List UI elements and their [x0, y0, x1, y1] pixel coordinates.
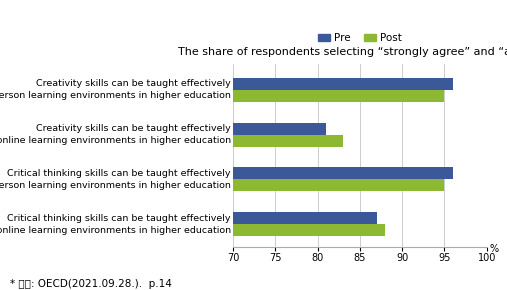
Bar: [233, 167, 453, 180]
Text: * 자료: OECD(2021.09.28.).  p.14: * 자료: OECD(2021.09.28.). p.14: [10, 279, 172, 289]
Bar: [233, 90, 445, 102]
Bar: [233, 224, 385, 236]
Bar: [233, 180, 445, 191]
Bar: [233, 123, 326, 135]
Bar: [233, 78, 453, 90]
Text: Critical thinking skills can be taught effectively
in in-person learning environ: Critical thinking skills can be taught e…: [0, 169, 231, 190]
Bar: [233, 135, 343, 146]
Text: Creativity skills can be taught effectively
in online learning environments in h: Creativity skills can be taught effectiv…: [0, 124, 231, 145]
Title: The share of respondents selecting “strongly agree” and “agree”: The share of respondents selecting “stro…: [178, 48, 507, 57]
Legend: Pre, Post: Pre, Post: [314, 29, 406, 47]
Text: Critical thinking skills can be taught effectively
in online learning environmen: Critical thinking skills can be taught e…: [0, 213, 231, 235]
Text: %: %: [489, 244, 498, 253]
Text: Creativity skills can be taught effectively
in in-person learning environments i: Creativity skills can be taught effectiv…: [0, 79, 231, 100]
Bar: [233, 212, 377, 224]
